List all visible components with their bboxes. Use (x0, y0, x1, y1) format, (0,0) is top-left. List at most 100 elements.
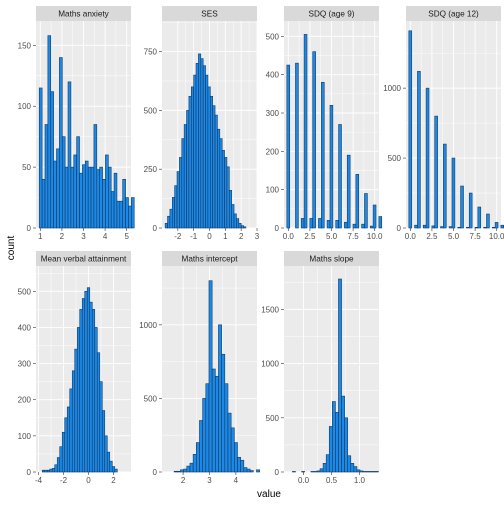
histogram-bar (212, 105, 216, 229)
histogram-bar (440, 226, 444, 229)
histogram-bar (131, 197, 135, 229)
histogram-bar (322, 463, 327, 473)
histogram-bar (361, 223, 365, 229)
panel-title: Maths intercept (182, 255, 239, 264)
histogram-bar (209, 95, 213, 229)
y-tick-label: 500 (144, 394, 158, 403)
panel-mean-verbal: Mean verbal attainment -4 -2 0 2 0 100 200 300 40… (18, 251, 131, 485)
y-tick-label: 1000 (261, 360, 279, 369)
histogram-bar (443, 143, 447, 229)
x-tick-label: 2 (111, 476, 116, 485)
histogram-bar (86, 287, 91, 473)
histogram-bar (79, 172, 83, 229)
histogram-bar (368, 471, 373, 473)
x-tick-label: 5.0 (326, 232, 338, 241)
histogram-bar (224, 383, 229, 473)
histogram-bar (352, 223, 357, 229)
y-tick-label: 300 (266, 109, 280, 118)
x-tick-label: 10.0 (489, 232, 504, 241)
y-tick-label: 400 (18, 323, 32, 332)
histogram-bar (122, 178, 126, 229)
histogram-bar (119, 200, 124, 229)
histogram-bar (64, 417, 68, 473)
x-tick-label: 7.5 (348, 232, 360, 241)
histogram-bar (109, 460, 113, 473)
histogram-bar (369, 225, 374, 229)
histogram-bar (364, 193, 368, 229)
y-tick-label: 100 (266, 186, 280, 195)
histogram-bar (195, 63, 199, 229)
x-tick-label: -2 (60, 476, 68, 485)
histogram-bar (128, 205, 132, 229)
histogram-bar (301, 471, 305, 473)
histogram-bar (355, 174, 360, 229)
y-tick-label: 500 (388, 154, 402, 163)
histogram-bar (309, 218, 314, 229)
histogram-bar (221, 150, 225, 229)
histogram-bar (414, 224, 418, 229)
histogram-bar (350, 463, 355, 473)
histogram-bar (73, 154, 77, 229)
histogram-bar (111, 466, 116, 473)
histogram-bar (341, 395, 345, 473)
y-tick-label: 100 (18, 102, 32, 111)
histogram-bar (93, 124, 98, 229)
x-tick-label: 4 (234, 476, 239, 485)
y-tick-label: 0 (27, 468, 32, 477)
histogram-bar (325, 454, 330, 473)
x-tick-label: 5.0 (448, 232, 460, 241)
histogram-bar (64, 166, 69, 229)
histogram-bar (319, 468, 324, 473)
histogram-bar (196, 442, 200, 473)
histogram-bar (477, 206, 482, 229)
histogram-bar (69, 388, 73, 473)
histogram-bar (186, 110, 190, 229)
x-tick-label: 0.0 (298, 476, 310, 485)
x-tick-label: 2 (60, 232, 65, 241)
histogram-bar (422, 224, 427, 229)
histogram-bar (188, 95, 192, 229)
panel-strip (162, 6, 257, 21)
histogram-bar (486, 213, 490, 229)
histogram-bar (38, 87, 43, 229)
histogram-bar (99, 381, 103, 473)
histogram-bar (173, 470, 178, 473)
histogram-bar (226, 166, 230, 229)
histogram-bar (169, 208, 173, 229)
histogram-bar (318, 218, 322, 229)
y-tick-label: 0 (275, 468, 280, 477)
histogram-bar (457, 227, 461, 229)
histogram-bar (240, 459, 245, 473)
panel-title: SDQ (age 12) (428, 10, 479, 19)
histogram-bar (44, 469, 48, 473)
histogram-bar (59, 57, 63, 229)
histogram-bar (46, 469, 51, 473)
histogram-bar (102, 178, 106, 229)
histogram-bar (326, 220, 331, 229)
y-tick-label: 1500 (261, 305, 279, 314)
histogram-bar (231, 204, 235, 229)
histogram-bar (218, 324, 222, 473)
histogram-bar (202, 398, 207, 473)
histogram-bar (174, 185, 178, 229)
histogram-bar (466, 227, 470, 229)
x-tick-label: 2 (239, 232, 244, 241)
panel-title: Maths anxiety (58, 10, 109, 19)
histogram-bar (90, 166, 95, 229)
x-tick-label: -4 (35, 476, 43, 485)
y-tick-label: 50 (22, 163, 31, 172)
histogram-bar (76, 327, 81, 473)
histogram-bar (328, 426, 333, 473)
histogram-bar (338, 278, 342, 473)
x-tick-label: 1.0 (354, 476, 366, 485)
histogram-bar (202, 65, 206, 229)
x-tick-label: -2 (174, 232, 182, 241)
histogram-bar (249, 470, 254, 473)
histogram-bar (105, 154, 109, 229)
panel-title: Maths slope (309, 255, 354, 264)
y-tick-label: 750 (144, 48, 158, 57)
histogram-bar (371, 471, 376, 473)
histogram-bar (110, 191, 115, 229)
histogram-bar (53, 160, 57, 229)
